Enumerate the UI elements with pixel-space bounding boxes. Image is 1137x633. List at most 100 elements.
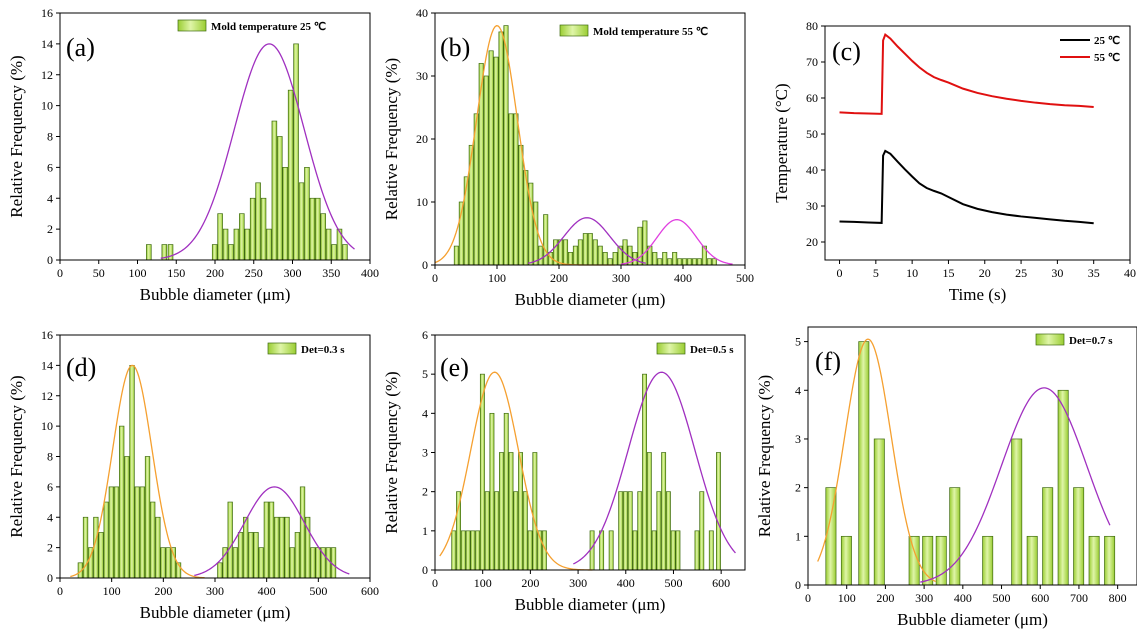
y-tick-label: 40 — [806, 163, 818, 177]
y-tick-label: 60 — [806, 91, 818, 105]
bar — [503, 412, 509, 571]
x-tick-label: 0 — [432, 576, 438, 590]
bar — [144, 456, 151, 579]
x-tick-label: 500 — [309, 584, 327, 598]
bar — [1057, 389, 1069, 586]
bar — [637, 226, 643, 266]
bar — [612, 252, 618, 266]
bar — [271, 120, 278, 261]
y-tick-label: 0 — [795, 578, 801, 592]
x-tick-label: 25 — [1015, 266, 1027, 280]
bar — [244, 228, 251, 261]
bar — [677, 258, 683, 266]
bar — [873, 438, 885, 586]
bar — [331, 244, 337, 261]
bar — [691, 258, 698, 266]
bar — [453, 245, 459, 266]
legend-label: Det=0.3 s — [301, 344, 345, 356]
bar — [675, 530, 681, 571]
bar — [518, 144, 524, 266]
bar — [304, 167, 310, 261]
x-axis-title: Bubble diameter (μm) — [515, 595, 666, 614]
plot-frame — [824, 25, 1131, 261]
bar — [320, 213, 326, 261]
y-axis-title: Relative Frequency (%) — [755, 375, 774, 537]
bar — [1104, 535, 1116, 586]
x-tick-label: 200 — [154, 584, 172, 598]
x-tick-label: 5 — [873, 266, 879, 280]
x-tick-label: 10 — [906, 266, 918, 280]
gaussian-fit-curve — [439, 371, 593, 571]
bar — [498, 31, 504, 266]
bar — [165, 547, 171, 579]
bar — [274, 516, 280, 579]
y-axis-title: Relative Frequency (%) — [7, 55, 26, 217]
bar — [716, 452, 721, 571]
bar — [248, 532, 254, 579]
x-tick-label: 300 — [284, 266, 302, 280]
legend-label: Det=0.5 s — [690, 344, 734, 356]
bar — [577, 239, 583, 266]
bar — [150, 501, 156, 579]
panel-label: (a) — [66, 33, 95, 62]
legend-swatch — [559, 24, 589, 37]
y-tick-label: 16 — [41, 6, 53, 20]
bar — [253, 532, 259, 579]
bar — [243, 516, 249, 579]
y-axis-title: Relative Frequency (%) — [382, 58, 401, 220]
x-axis-title: Bubble diameter (μm) — [140, 285, 291, 304]
y-tick-label: 80 — [806, 19, 818, 33]
bar — [646, 452, 652, 571]
bar — [289, 547, 295, 579]
bar — [637, 491, 643, 571]
chart-panel-f: 0 100 200 300 400 500 600 700 800 0 1 2 3 4 5 Bubble di… — [755, 326, 1137, 629]
chart-panel-b: 0 100 200 300 400 500 0 10 20 30 40 Bubble diameter… — [382, 6, 754, 309]
bar — [840, 535, 852, 586]
bar — [108, 486, 115, 579]
bar — [134, 486, 140, 579]
y-tick-label: 12 — [41, 389, 53, 403]
y-tick-label: 30 — [416, 69, 428, 83]
bar — [483, 75, 489, 266]
x-tick-label: 700 — [1070, 591, 1088, 605]
y-tick-label: 4 — [422, 406, 428, 420]
bar — [602, 252, 608, 266]
x-axis-title: Time (s) — [949, 285, 1006, 304]
bar — [155, 516, 161, 579]
series-line-0 — [839, 149, 1094, 225]
bar — [493, 56, 499, 266]
y-tick-label: 16 — [41, 328, 53, 342]
legend-label: 55 ℃ — [1094, 52, 1120, 64]
bar — [460, 530, 466, 571]
x-tick-label: 300 — [569, 576, 587, 590]
bar — [310, 547, 316, 579]
y-tick-label: 4 — [47, 191, 53, 205]
bar — [572, 245, 578, 266]
legend-swatch — [1035, 333, 1065, 346]
y-tick-label: 3 — [422, 446, 428, 460]
bar — [567, 252, 574, 266]
y-tick-label: 2 — [422, 485, 428, 499]
bar — [284, 516, 290, 579]
bar — [309, 197, 316, 261]
bar — [589, 530, 595, 571]
bar — [982, 535, 994, 586]
gaussian-fit-curve — [573, 371, 736, 565]
y-tick-label: 70 — [806, 55, 818, 69]
x-tick-label: 400 — [258, 584, 276, 598]
x-tick-label: 100 — [488, 271, 506, 285]
bar — [1042, 487, 1054, 586]
y-tick-label: 2 — [795, 481, 801, 495]
bar — [558, 239, 564, 266]
y-tick-label: 4 — [795, 383, 801, 397]
x-tick-label: 50 — [93, 266, 105, 280]
y-tick-label: 4 — [47, 510, 53, 524]
legend-swatch — [656, 342, 686, 355]
legend-label: Mold temperature 55 ℃ — [593, 26, 708, 38]
gaussian-fit-curve — [817, 338, 937, 583]
bar — [124, 456, 130, 579]
bar — [513, 491, 519, 571]
bar — [103, 501, 109, 579]
bar — [599, 530, 605, 571]
gaussian-fit-curve — [620, 218, 733, 265]
